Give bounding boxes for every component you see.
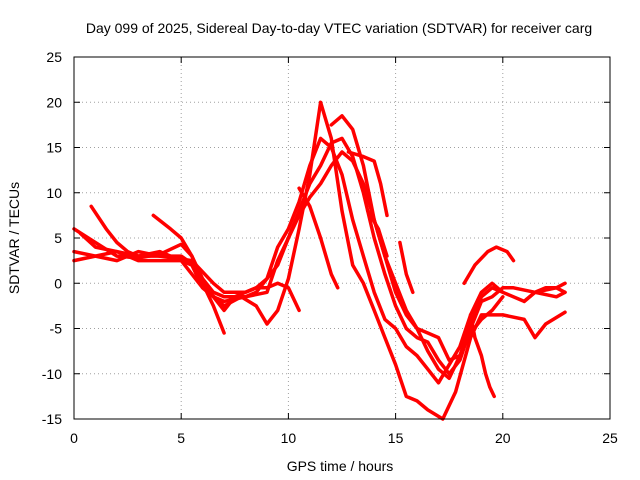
grid-layer [74, 57, 610, 419]
series-track-13 [468, 313, 496, 399]
x-tick-label: 15 [388, 430, 404, 446]
series-track-10 [365, 209, 389, 258]
series-track-3 [72, 136, 567, 385]
x-tick-label: 25 [602, 430, 618, 446]
chart-title: Day 099 of 2025, Sidereal Day-to-day VTE… [86, 20, 592, 36]
series-track-11 [398, 240, 415, 295]
y-tick-label: 5 [54, 230, 62, 246]
series-layer [72, 100, 567, 421]
y-tick-label: 15 [46, 140, 62, 156]
x-tick-label: 10 [281, 430, 297, 446]
y-tick-label: 20 [46, 94, 62, 110]
y-tick-label: 0 [54, 275, 62, 291]
series-track-12 [462, 245, 516, 286]
series-track-6 [78, 150, 505, 381]
series-track-9 [346, 150, 389, 218]
x-axis-label: GPS time / hours [287, 458, 394, 474]
y-tick-label: -10 [42, 366, 62, 382]
y-tick-label: 10 [46, 185, 62, 201]
y-axis-label: SDTVAR / TECUs [6, 182, 22, 294]
y-tick-label: -15 [42, 411, 62, 427]
y-tick-label: -5 [50, 321, 63, 337]
x-tick-label: 5 [177, 430, 185, 446]
series-track-14 [522, 281, 567, 304]
x-tick-label: 0 [70, 430, 78, 446]
series-track-7 [297, 186, 340, 290]
y-tick-label: 25 [46, 49, 62, 65]
x-tick-label: 20 [495, 430, 511, 446]
tick-layer: 0 5 10 15 20 25 -15 -10 -5 0 5 10 15 20 25 [42, 49, 618, 446]
